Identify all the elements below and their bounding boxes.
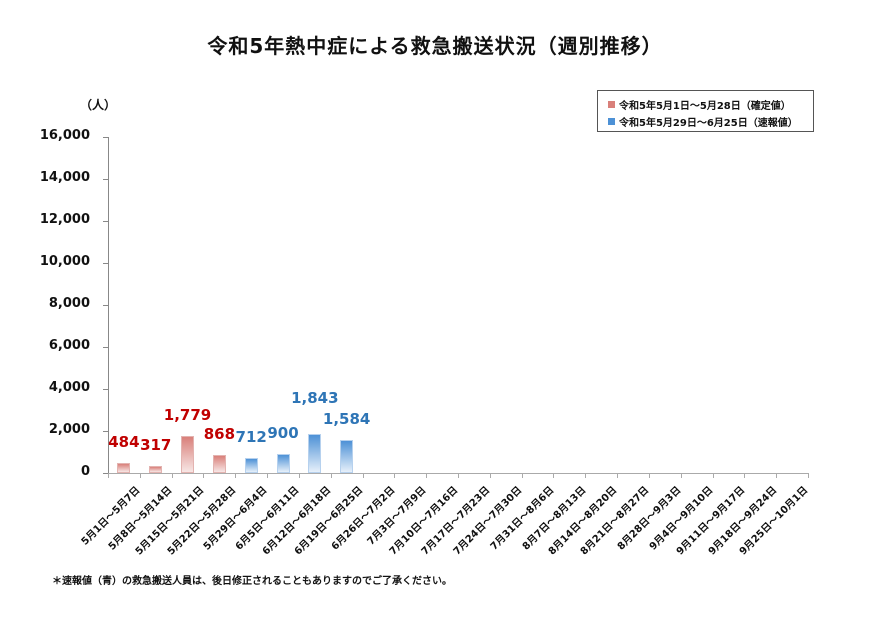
x-tick — [394, 473, 396, 478]
chart-title: 令和5年熱中症による救急搬送状況（週別推移） — [207, 34, 663, 58]
y-tick-label: 12,000 — [39, 212, 90, 227]
legend-item-preliminary: 令和5年5月29日～6月25日（速報値） — [608, 114, 798, 129]
x-tick — [267, 473, 269, 478]
x-tick — [744, 473, 746, 478]
x-tick — [330, 473, 332, 478]
x-tick — [553, 473, 555, 478]
y-tick — [103, 347, 108, 348]
y-tick — [103, 179, 108, 180]
bar-preliminary — [276, 454, 290, 473]
x-tick — [458, 473, 459, 478]
legend-item-confirmed: 令和5年5月1日～5月28日（確定値） — [608, 97, 791, 112]
y-tick — [103, 473, 108, 474]
data-label: 1,779 — [163, 405, 212, 424]
y-tick — [103, 431, 108, 432]
x-tick — [521, 473, 523, 478]
data-label: 484 — [108, 432, 140, 451]
bar-preliminary — [340, 439, 354, 473]
bar-confirmed — [212, 454, 226, 473]
y-tick-label: 8,000 — [48, 296, 90, 311]
data-label: 900 — [267, 424, 299, 443]
x-tick — [235, 473, 237, 478]
legend-label: 令和5年5月1日～5月28日（確定値） — [619, 101, 791, 112]
footnote: ＊速報値（青）の救急搬送人員は、後日修正されることもありますのでご了承ください。 — [52, 576, 452, 587]
x-tick — [203, 473, 205, 478]
x-tick — [617, 473, 619, 478]
bar-confirmed — [117, 462, 131, 473]
y-tick — [103, 137, 108, 138]
x-tick — [171, 473, 173, 478]
data-label: 712 — [235, 428, 267, 447]
bar-confirmed — [181, 435, 195, 473]
x-tick — [712, 473, 714, 478]
x-tick — [489, 473, 491, 478]
y-tick — [103, 221, 108, 222]
bar-confirmed — [149, 466, 163, 473]
x-tick — [585, 473, 587, 478]
bar-preliminary — [308, 434, 322, 473]
x-tick — [426, 473, 428, 478]
x-tick — [648, 473, 650, 478]
y-tick-label: 2,000 — [48, 422, 90, 437]
y-tick — [103, 263, 108, 264]
x-tick — [362, 473, 364, 478]
data-label: 1,584 — [322, 409, 371, 428]
x-tick — [808, 473, 809, 478]
y-axis-unit-label: （人） — [80, 98, 117, 112]
bar-preliminary — [244, 458, 258, 473]
x-tick — [298, 473, 300, 478]
y-tick-label: 4,000 — [48, 380, 90, 395]
legend-swatch-blue-icon — [608, 118, 615, 125]
y-tick-label: 10,000 — [39, 254, 90, 269]
data-label: 1,843 — [291, 389, 339, 408]
x-tick — [776, 473, 778, 478]
data-label: 317 — [140, 436, 172, 455]
data-label: 868 — [203, 424, 236, 443]
y-tick-label: 14,000 — [39, 170, 90, 185]
legend-label: 令和5年5月29日～6月25日（速報値） — [619, 118, 798, 129]
x-tick — [680, 473, 682, 478]
y-axis — [108, 137, 109, 474]
y-tick-label: 6,000 — [48, 338, 90, 353]
y-tick-label: 16,000 — [39, 128, 90, 143]
y-tick — [103, 305, 108, 306]
y-tick — [103, 389, 108, 390]
legend-swatch-red-icon — [608, 101, 615, 108]
x-tick — [139, 473, 141, 478]
y-tick-label: 0 — [80, 464, 90, 479]
chart-legend: 令和5年5月1日～5月28日（確定値） 令和5年5月29日～6月25日（速報値） — [597, 90, 814, 132]
x-tick — [108, 473, 109, 478]
